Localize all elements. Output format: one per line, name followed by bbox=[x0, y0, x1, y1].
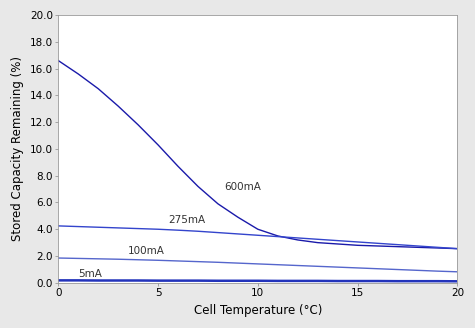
X-axis label: Cell Temperature (°C): Cell Temperature (°C) bbox=[194, 304, 322, 317]
Text: 100mA: 100mA bbox=[128, 246, 165, 256]
Y-axis label: Stored Capacity Remaining (%): Stored Capacity Remaining (%) bbox=[11, 56, 24, 241]
Text: 600mA: 600mA bbox=[224, 182, 261, 193]
Text: 275mA: 275mA bbox=[168, 215, 205, 225]
Text: 5mA: 5mA bbox=[78, 269, 102, 279]
